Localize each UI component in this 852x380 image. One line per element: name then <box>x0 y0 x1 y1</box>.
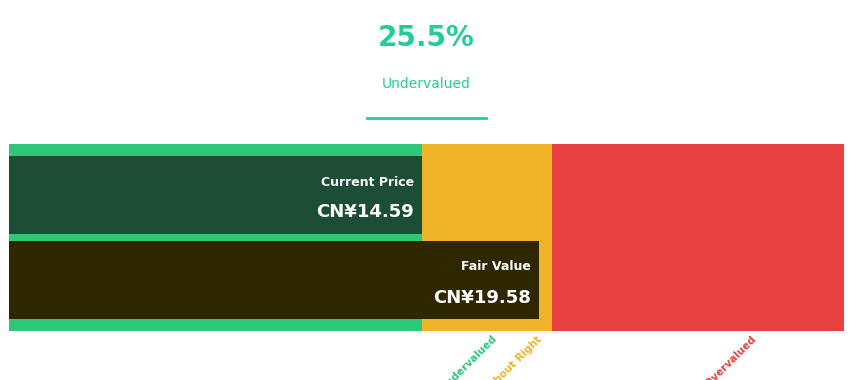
Text: Undervalued: Undervalued <box>382 77 470 90</box>
Text: 20% Undervalued: 20% Undervalued <box>417 334 498 380</box>
Bar <box>551 144 843 331</box>
Text: CN¥14.59: CN¥14.59 <box>316 203 413 221</box>
Text: 20% Overvalued: 20% Overvalued <box>682 334 757 380</box>
Text: CN¥19.58: CN¥19.58 <box>433 288 530 307</box>
Bar <box>9 144 422 331</box>
Text: 25.5%: 25.5% <box>377 24 475 52</box>
Bar <box>422 144 551 331</box>
Text: About Right: About Right <box>486 334 544 380</box>
Bar <box>9 241 538 320</box>
Text: Current Price: Current Price <box>320 176 413 190</box>
Bar <box>9 155 422 234</box>
Text: Fair Value: Fair Value <box>461 260 530 273</box>
